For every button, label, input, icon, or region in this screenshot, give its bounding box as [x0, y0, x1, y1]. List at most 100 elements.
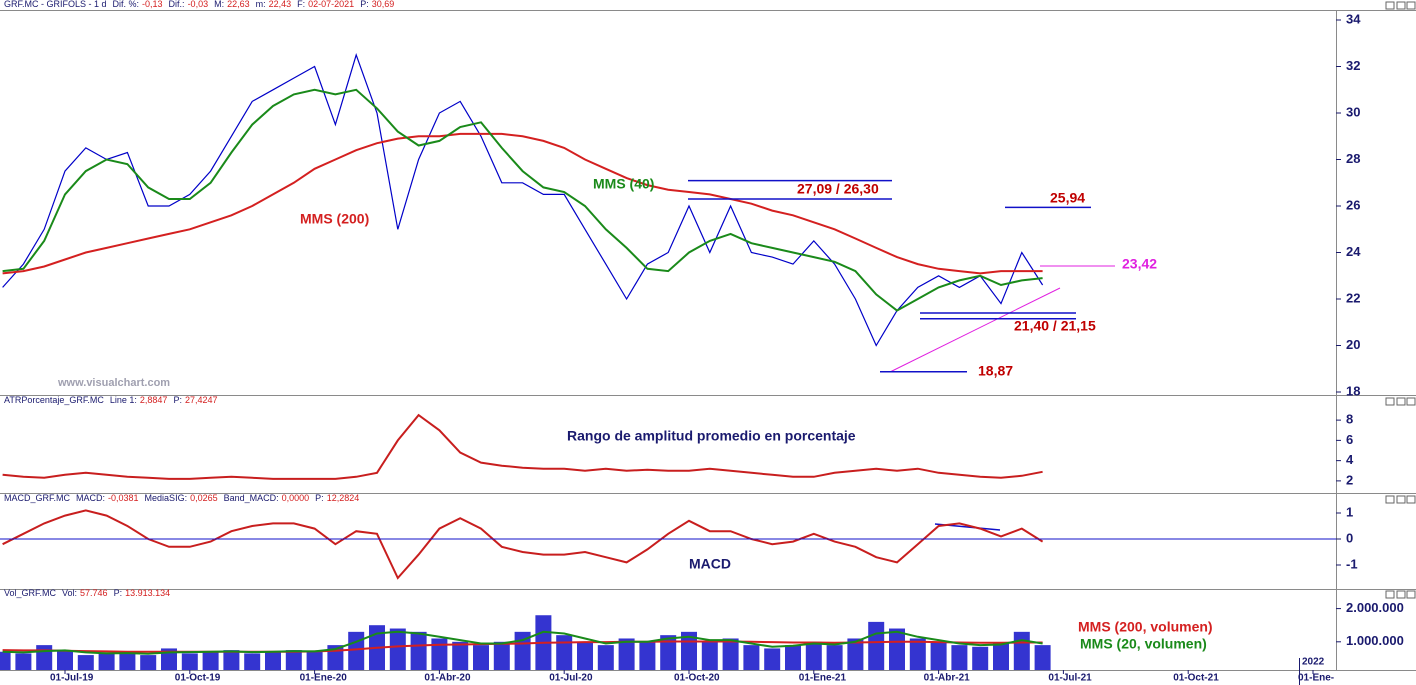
series-label: MMS (40) — [593, 176, 654, 192]
legend-label: MMS (200, volumen) — [1078, 619, 1213, 635]
volume-bar — [701, 641, 718, 670]
header-item: P: — [315, 493, 324, 503]
year-label: 2022 — [1302, 657, 1325, 668]
volume-bar — [826, 645, 843, 670]
header-item: MACD: — [76, 493, 105, 503]
header-item: 22,43 — [269, 0, 292, 9]
trend-line — [889, 287, 1061, 373]
volume-bar — [972, 646, 989, 670]
level-label: 21,40 / 21,15 — [1014, 318, 1096, 334]
panel-header: GRF.MC - GRIFOLS - 1 d Dif. %: -0,13 Dif.: -… — [4, 0, 394, 9]
volume-bar — [473, 645, 489, 670]
y-tick-label: 32 — [1346, 58, 1360, 73]
volume-bar — [639, 641, 656, 670]
volume-bar — [556, 635, 573, 670]
volume-bar — [535, 615, 552, 670]
indicator-line — [2, 509, 1044, 580]
panel-header: MACD_GRF.MC MACD: -0,0381 MediaSIG: 0,0265 Ba… — [4, 493, 359, 503]
x-tick-label: 01-Abr-20 — [424, 673, 471, 684]
x-tick-label: 01-Oct-21 — [1173, 673, 1219, 684]
panel-header: ATRPorcentaje_GRF.MC Line 1: 2,8847 P: 27,42… — [4, 395, 218, 405]
volume-bar — [743, 645, 760, 670]
x-tick-label: 01-Ene- — [1298, 673, 1334, 684]
volume-bar — [785, 645, 801, 670]
header-item: P: — [114, 588, 123, 598]
price-line — [2, 52, 1044, 347]
volume-bar — [805, 641, 822, 670]
series-label: MMS (200) — [300, 211, 369, 227]
header-item: 12,2824 — [327, 493, 360, 503]
volume-bar — [930, 641, 947, 670]
header-item: Dif. %: — [113, 0, 140, 9]
volume-bar — [597, 645, 614, 670]
x-tick-label: 01-Jul-19 — [50, 673, 94, 684]
header-item: -0,0381 — [108, 493, 139, 503]
volume-bar — [722, 638, 739, 670]
volume-bar — [577, 641, 593, 670]
volume-bar — [618, 638, 635, 670]
volume-bar — [1013, 631, 1030, 670]
panel — [0, 509, 1336, 580]
header-item: F: — [297, 0, 305, 9]
header-item: 27,4247 — [185, 395, 218, 405]
volume-bar — [951, 645, 968, 670]
volume-bar — [181, 653, 198, 670]
x-tick-label: 01-Oct-19 — [175, 673, 221, 684]
header-item: MACD_GRF.MC — [4, 493, 71, 503]
y-tick-label: 2 — [1346, 472, 1353, 487]
moving-average — [2, 630, 1043, 655]
volume-bar — [660, 635, 677, 670]
x-tick-label: 01-Oct-20 — [674, 673, 720, 684]
panel — [0, 615, 1051, 670]
volume-bar — [889, 628, 905, 670]
volume-bar — [493, 641, 510, 670]
y-tick-label: 1 — [1346, 504, 1353, 519]
y-tick-label: 1.000.000 — [1346, 633, 1404, 648]
volume-bar — [140, 655, 157, 670]
indicator-line — [2, 413, 1043, 480]
header-item: Line 1: — [110, 395, 137, 405]
y-tick-label: -1 — [1346, 556, 1358, 571]
header-item: P: — [360, 0, 369, 9]
header-item: 2,8847 — [140, 395, 168, 405]
panel — [2, 413, 1043, 480]
y-tick-label: 6 — [1346, 432, 1353, 447]
header-item: Vol_GRF.MC — [4, 588, 57, 598]
volume-bar — [410, 631, 427, 670]
y-tick-label: 20 — [1346, 337, 1360, 352]
y-tick-label: 22 — [1346, 290, 1360, 305]
header-item: -0,03 — [188, 0, 209, 9]
volume-bar — [847, 638, 864, 670]
volume-bar — [202, 651, 219, 670]
watermark: www.visualchart.com — [57, 377, 170, 389]
volume-bar — [389, 628, 406, 670]
header-item: 57.746 — [80, 588, 108, 598]
level-label: 25,94 — [1050, 190, 1085, 206]
volume-bar — [265, 651, 281, 670]
volume-bar — [1034, 645, 1051, 670]
level-label: 23,42 — [1122, 256, 1157, 272]
volume-bar — [98, 653, 115, 670]
volume-bar — [285, 650, 302, 670]
volume-bar — [348, 631, 365, 670]
header-item: M: — [214, 0, 224, 9]
header-item: 13.913.134 — [125, 588, 170, 598]
panel-title: Rango de amplitud promedio en porcentaje — [567, 428, 856, 444]
x-tick-label: 01-Ene-20 — [300, 673, 348, 684]
moving-average — [2, 132, 1043, 275]
y-tick-label: 30 — [1346, 104, 1360, 119]
legend-label: MMS (20, volumen) — [1080, 636, 1207, 652]
volume-bar — [161, 648, 177, 670]
y-tick-label: 26 — [1346, 197, 1360, 212]
volume-bar — [0, 651, 11, 670]
level-label: 18,87 — [978, 363, 1013, 379]
header-item: GRF.MC - GRIFOLS - 1 d — [4, 0, 107, 9]
volume-bar — [244, 653, 261, 670]
header-item: Vol: — [62, 588, 77, 598]
volume-bar — [77, 655, 94, 670]
y-tick-label: 4 — [1346, 452, 1354, 467]
window-buttons[interactable] — [1385, 1, 1416, 599]
volume-bar — [993, 643, 1009, 670]
